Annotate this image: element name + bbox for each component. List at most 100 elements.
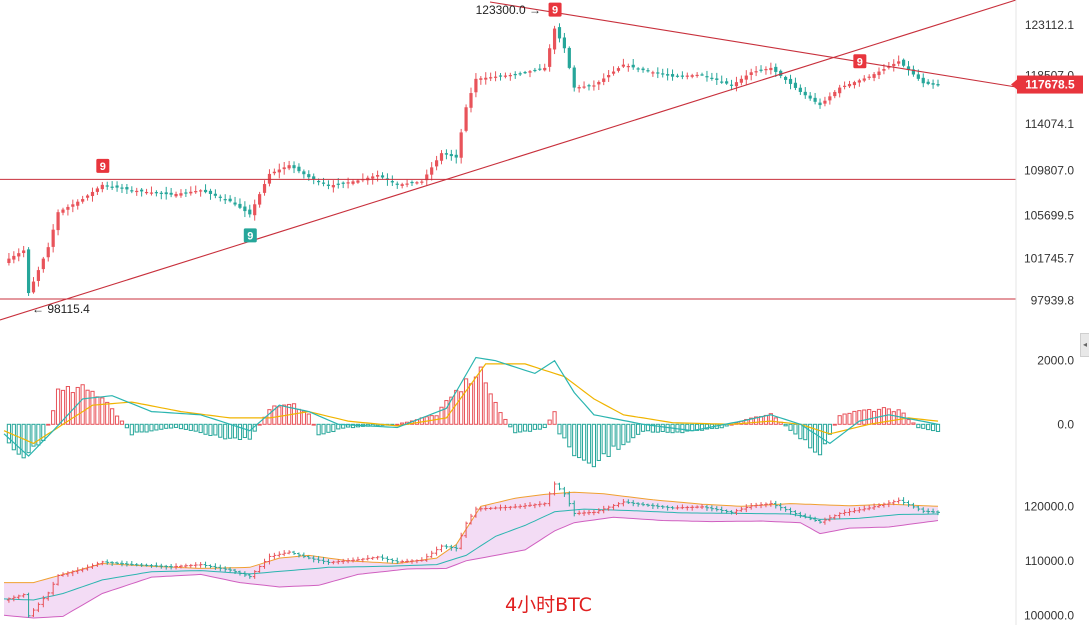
candle <box>720 75 724 84</box>
candle-body <box>666 74 670 76</box>
candle-body <box>135 190 139 193</box>
candle <box>572 65 576 92</box>
candle-body <box>272 171 276 174</box>
macd-histogram-bar <box>522 423 528 432</box>
macd-histogram-bar <box>110 408 115 425</box>
macd-histogram-bar <box>650 423 655 433</box>
macd-histogram-bar <box>640 423 646 432</box>
macd-histogram-bar <box>395 423 400 426</box>
macd-histogram-bar <box>149 423 154 432</box>
macd-histogram-bar <box>926 423 931 431</box>
macd-histogram-bar <box>183 423 188 430</box>
candle-body <box>631 64 635 68</box>
candle-body <box>543 67 547 71</box>
candle-body <box>17 253 21 257</box>
price-tick-label: 109807.0 <box>1024 164 1074 178</box>
candle-body <box>282 167 286 170</box>
candle-body <box>803 91 807 96</box>
macd-histogram-bar <box>793 423 798 435</box>
candle-body <box>710 77 714 79</box>
candle-body <box>390 181 394 183</box>
candle-body <box>616 68 621 71</box>
candle <box>921 73 925 88</box>
macd-histogram-bar <box>837 415 842 425</box>
candle <box>51 224 55 253</box>
candle-body <box>12 255 16 260</box>
candle <box>498 73 503 81</box>
candle-body <box>326 184 331 186</box>
candle-body <box>415 182 419 184</box>
candle-body <box>454 154 458 158</box>
macd-histogram-bar <box>754 416 759 425</box>
candle <box>710 72 714 81</box>
macd-histogram-bar <box>763 414 769 425</box>
macd-histogram-bar <box>690 423 695 432</box>
macd-histogram-bar <box>783 423 788 427</box>
macd-histogram-bar <box>350 423 356 429</box>
candle-body <box>700 74 704 76</box>
macd-histogram-bar <box>586 423 592 464</box>
current-price-pointer <box>1011 79 1017 90</box>
candle-body <box>469 93 473 108</box>
candle-body <box>798 87 802 92</box>
candle <box>140 187 144 197</box>
candle <box>715 72 719 85</box>
candle <box>695 72 699 78</box>
candle-body <box>685 75 689 77</box>
candle-body <box>243 206 247 212</box>
support-trend-line <box>0 0 1017 321</box>
candle-body <box>356 180 360 183</box>
macd-histogram-bar <box>100 397 105 425</box>
candle-body <box>336 183 340 185</box>
candle <box>218 194 222 202</box>
candle-body <box>351 181 355 184</box>
candle <box>784 75 788 84</box>
candle-body <box>149 192 154 194</box>
candle <box>833 90 837 99</box>
candle <box>513 71 517 79</box>
candle-body <box>602 78 606 82</box>
candle <box>616 66 621 73</box>
macd-histogram-bar <box>518 423 523 433</box>
macd-histogram-bar <box>636 423 641 435</box>
macd-histogram-bar <box>26 423 31 454</box>
candle-body <box>489 77 493 79</box>
candle-body <box>838 87 842 94</box>
candle-body <box>567 47 571 68</box>
candle <box>759 65 763 73</box>
macd-histogram-bar <box>228 423 233 439</box>
candle <box>636 67 640 73</box>
macd-histogram-bar <box>144 423 149 433</box>
macd-histogram-bar <box>803 423 808 441</box>
macd-histogram-bar <box>808 423 813 449</box>
macd-histogram-bar <box>488 393 493 425</box>
candle <box>144 188 149 195</box>
candle <box>135 187 139 196</box>
macd-histogram-bar <box>660 423 665 433</box>
macd-histogram-bar <box>311 423 316 426</box>
candle <box>61 207 65 216</box>
macd-histogram-bar <box>468 383 474 425</box>
resistance-trend-line <box>489 1 1017 88</box>
candle-body <box>380 175 385 178</box>
candle <box>911 65 916 77</box>
macd-histogram-bar <box>51 410 56 425</box>
candle-body <box>744 75 748 80</box>
candle <box>76 199 80 210</box>
candle <box>887 62 891 70</box>
candle <box>262 180 267 196</box>
candle-body <box>690 75 694 77</box>
candle <box>297 163 301 174</box>
candle <box>936 79 940 87</box>
candle <box>312 173 316 185</box>
candle-body <box>76 201 80 206</box>
candle <box>813 92 817 105</box>
candle <box>597 80 601 91</box>
candle-body <box>317 180 321 183</box>
candle-body <box>906 66 911 71</box>
chevron-left-icon[interactable]: ◂ <box>1080 333 1089 357</box>
candle-body <box>847 83 852 87</box>
macd-histogram-bar <box>105 401 110 425</box>
high-price-label: 123300.0 → <box>476 3 541 17</box>
candle <box>164 186 168 200</box>
